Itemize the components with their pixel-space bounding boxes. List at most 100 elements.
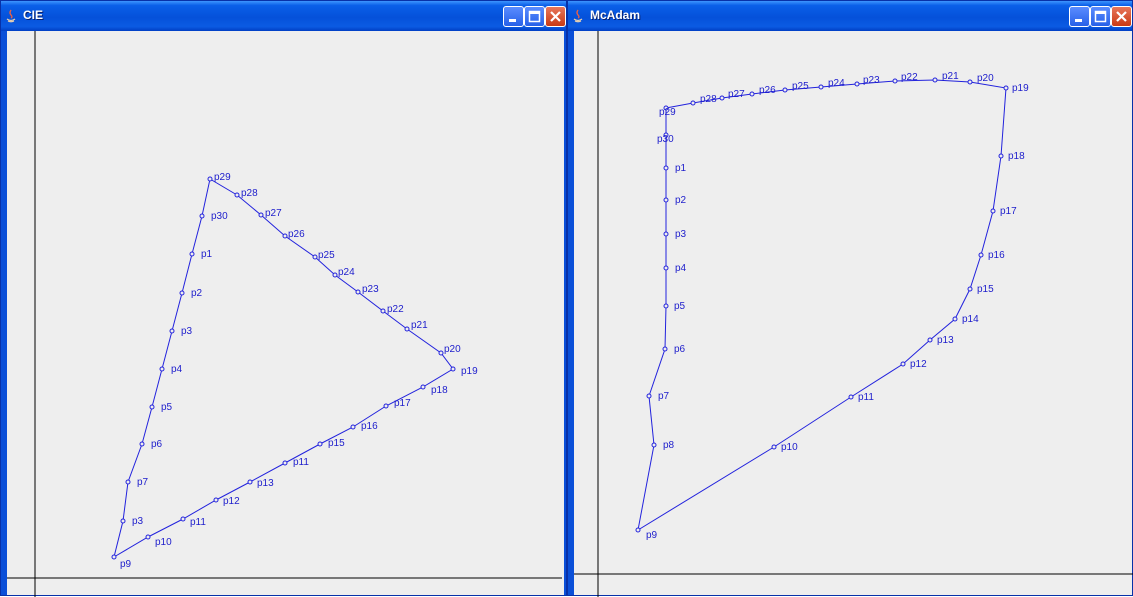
curve-point-marker <box>952 316 958 322</box>
point-label: p11 <box>858 392 874 403</box>
cie-window: CIE p9 p10 p11 p12 p13 p11 p15 p16 p17 p18 p19 p20 p… <box>0 0 567 597</box>
point-label: p3 <box>132 516 144 527</box>
curve-point-marker <box>145 534 151 540</box>
java-app-icon[interactable] <box>5 9 17 23</box>
point-label: p9 <box>120 559 132 570</box>
curve-point-marker <box>635 527 641 533</box>
minimize-icon <box>509 19 516 22</box>
point-label: p1 <box>675 163 687 174</box>
point-label: p20 <box>444 344 461 355</box>
curve-point-marker <box>998 153 1004 159</box>
java-app-icon[interactable] <box>572 9 584 23</box>
point-label: p16 <box>361 421 378 432</box>
point-label: p23 <box>863 75 880 86</box>
curve-point-marker <box>282 460 288 466</box>
point-label: p14 <box>962 314 979 325</box>
point-label: p24 <box>828 78 845 89</box>
curve-point-marker <box>663 197 669 203</box>
curve-point-marker <box>892 78 898 84</box>
curve-point-marker <box>1003 85 1009 91</box>
close-button[interactable] <box>545 6 566 27</box>
gamut-boundary-curve <box>637 79 1007 532</box>
window-title: McAdam <box>590 8 641 22</box>
point-label: p3 <box>675 229 687 240</box>
curve-point-marker <box>199 213 205 219</box>
curve-point-marker <box>312 254 318 260</box>
curve-point-marker <box>848 394 854 400</box>
curve-point-marker <box>932 77 938 83</box>
mcadam-plot-canvas[interactable]: p29 p28 p27 p26 p25 p24 p23 p22 p21 p20 p19 p18 p17 p… <box>574 31 1133 597</box>
curve-point-marker <box>967 79 973 85</box>
curve-point-marker <box>438 350 444 356</box>
curve-point-marker <box>663 132 669 138</box>
point-label: p3 <box>181 326 193 337</box>
minimize-icon <box>1075 19 1082 22</box>
point-label: p25 <box>318 250 335 261</box>
point-label: p11 <box>190 517 206 528</box>
curve-point-marker <box>719 95 725 101</box>
curve-point-marker <box>149 404 155 410</box>
curve-point-marker <box>350 424 356 430</box>
curve-point-marker <box>332 272 338 278</box>
curve-point-marker <box>990 208 996 214</box>
point-label: p21 <box>411 320 428 331</box>
point-label: p30 <box>211 211 228 222</box>
window-title: CIE <box>23 8 44 22</box>
point-label: p17 <box>394 398 411 409</box>
point-label: p7 <box>137 477 149 488</box>
maximize-button[interactable] <box>1090 6 1111 27</box>
minimize-button[interactable] <box>1069 6 1090 27</box>
point-label: p8 <box>663 440 675 451</box>
curve-point-marker <box>180 516 186 522</box>
curve-point-marker <box>818 84 824 90</box>
curve-point-marker <box>404 326 410 332</box>
curve-point-marker <box>420 384 426 390</box>
point-label: p13 <box>257 478 274 489</box>
curve-point-marker <box>317 441 323 447</box>
curve-point-marker <box>663 231 669 237</box>
curve-point-marker <box>383 403 389 409</box>
curve-point-marker <box>120 518 126 524</box>
curve-point-marker <box>967 286 973 292</box>
close-icon <box>1116 11 1127 22</box>
point-label: p12 <box>223 496 240 507</box>
close-icon <box>550 11 561 22</box>
mcadam-title-bar[interactable]: McAdam <box>568 1 1132 31</box>
point-label: p6 <box>151 439 163 450</box>
curve-point-marker <box>854 81 860 87</box>
minimize-button[interactable] <box>503 6 524 27</box>
point-label: p12 <box>910 359 927 370</box>
cie-title-bar[interactable]: CIE <box>1 1 566 31</box>
point-label: p4 <box>171 364 183 375</box>
curve-point-marker <box>169 328 175 334</box>
curve-point-marker <box>207 176 213 182</box>
maximize-icon <box>1094 10 1107 23</box>
maximize-button[interactable] <box>524 6 545 27</box>
curve-point-marker <box>189 251 195 257</box>
curve-point-marker <box>213 497 219 503</box>
point-label: p29 <box>214 172 231 183</box>
close-button[interactable] <box>1111 6 1132 27</box>
point-label: p21 <box>942 71 959 82</box>
point-label: p26 <box>759 85 776 96</box>
point-label: p18 <box>1008 151 1025 162</box>
point-label: p13 <box>937 335 954 346</box>
point-label: p15 <box>328 438 345 449</box>
curve-point-marker <box>663 265 669 271</box>
curve-point-marker <box>139 441 145 447</box>
curve-point-marker <box>662 346 668 352</box>
point-label: p18 <box>431 385 448 396</box>
point-label: p6 <box>674 344 686 355</box>
curve-point-marker <box>749 91 755 97</box>
curve-point-marker <box>927 337 933 343</box>
point-label: p2 <box>675 195 687 206</box>
point-label: p24 <box>338 267 355 278</box>
curve-point-marker <box>690 100 696 106</box>
curve-point-marker <box>651 442 657 448</box>
point-label: p23 <box>362 284 379 295</box>
cie-plot-canvas[interactable]: p9 p10 p11 p12 p13 p11 p15 p16 p17 p18 p19 p20 p21 p2… <box>7 31 564 597</box>
point-label: p30 <box>657 134 674 145</box>
point-label: p10 <box>155 537 172 548</box>
point-label: p28 <box>241 188 258 199</box>
curve-point-marker <box>258 212 264 218</box>
